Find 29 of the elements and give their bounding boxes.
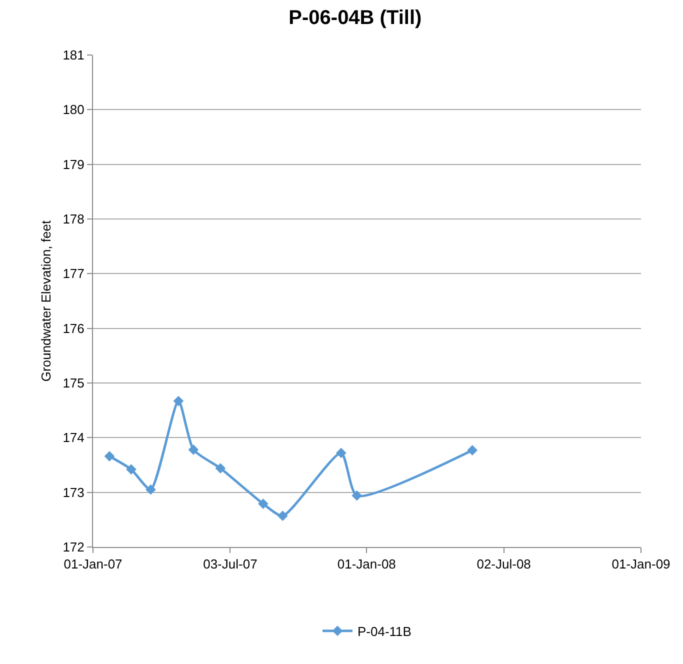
point xyxy=(146,484,156,495)
point xyxy=(277,510,288,522)
point xyxy=(352,490,362,501)
x-tick-label: 01-Jan-08 xyxy=(337,556,396,572)
chart-title: P-06-04B (Till) xyxy=(288,6,422,29)
y-axis-title: Groundwater Elevation, feet xyxy=(38,220,54,382)
point xyxy=(467,445,478,456)
x-tick-label: 02-Jul-08 xyxy=(476,556,531,572)
point xyxy=(173,396,184,406)
point xyxy=(336,448,346,458)
x-tick-label: 01-Jan-07 xyxy=(64,556,122,572)
y-tick-label: 181 xyxy=(62,48,84,63)
y-tick-label: 180 xyxy=(62,102,84,118)
x-tick-label: 03-Jul-07 xyxy=(203,556,258,572)
y-tick-label: 179 xyxy=(62,156,84,172)
y-tick-label: 176 xyxy=(62,320,84,336)
point xyxy=(126,464,136,475)
point xyxy=(188,444,199,455)
x-tick-label: 01-Jan-09 xyxy=(612,556,670,572)
legend-label: P-04-11B xyxy=(358,624,412,639)
y-tick-label: 174 xyxy=(62,430,84,446)
point xyxy=(215,463,226,474)
y-tick-label: 178 xyxy=(62,212,84,227)
y-tick-label: 175 xyxy=(62,376,84,391)
y-tick-label: 172 xyxy=(62,540,84,555)
point xyxy=(258,498,268,510)
y-tick-label: 173 xyxy=(62,484,84,500)
y-tick-label: 177 xyxy=(62,266,84,282)
point xyxy=(104,451,115,462)
